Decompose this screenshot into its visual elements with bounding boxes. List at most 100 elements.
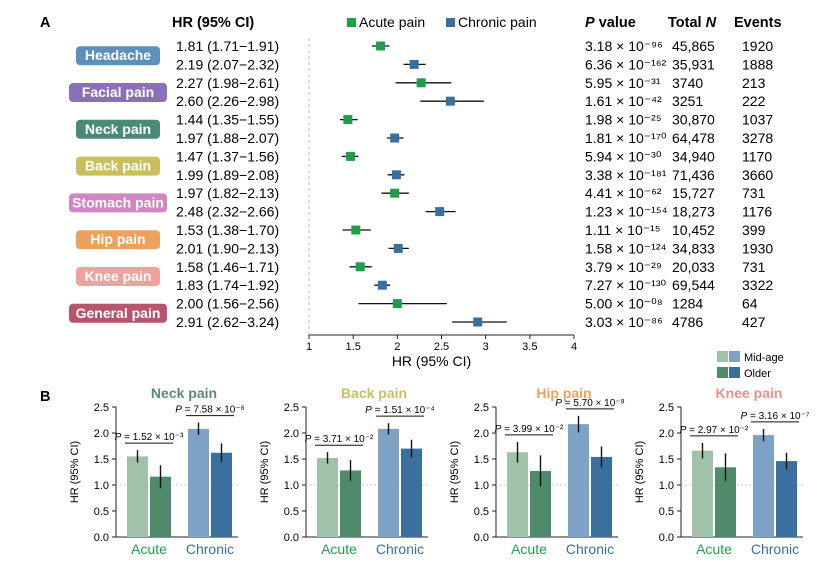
hr-marker [416, 78, 426, 88]
events: 3278 [742, 130, 773, 146]
group-pill [69, 303, 167, 323]
hr-marker [390, 188, 400, 198]
y-tick-label: 2.5 [474, 402, 489, 414]
panel-label-b: B [40, 389, 50, 405]
hr-marker [376, 41, 386, 51]
group-label: General pain [76, 305, 161, 321]
events: 3660 [742, 167, 773, 183]
p-value: 7.27 × 10⁻¹³⁰ [585, 277, 666, 293]
y-tick-label: 2.5 [659, 402, 674, 414]
chart-title: Back pain [341, 385, 407, 401]
hr-marker [393, 243, 403, 253]
y-tick-label: 2.0 [284, 428, 299, 440]
p-italic: P [555, 398, 562, 409]
events: 1930 [742, 240, 773, 256]
hr-marker [409, 59, 419, 69]
y-axis-label: HR (95% CI) [259, 441, 271, 503]
bar [753, 435, 774, 537]
hr-text: 2.91 (2.62−3.24) [176, 314, 279, 330]
legend-swatch-acute-mid [717, 351, 728, 362]
hr-marker [343, 115, 353, 125]
y-tick-label: 1.5 [94, 454, 109, 466]
hr-marker [390, 133, 400, 143]
group-label: Knee pain [85, 268, 152, 284]
group-label: Back pain [85, 158, 151, 174]
chart-title: Knee pain [716, 385, 783, 401]
legend-marker-chronic [446, 18, 455, 27]
p-value: 1.61 × 10⁻⁴² [585, 93, 662, 109]
total-n: 30,870 [672, 112, 715, 128]
group-label: Facial pain [82, 84, 154, 100]
col-header-hr: HR (95% CI) [172, 15, 254, 31]
y-tick-label: 2.0 [474, 428, 489, 440]
events: 1037 [742, 112, 773, 128]
p-value: 3.03 × 10⁻⁸⁶ [585, 314, 663, 330]
x-tick-label: 4 [571, 341, 577, 353]
p-annotation: P = 3.99 × 10⁻² [495, 424, 564, 435]
hr-text: 2.19 (2.07−2.32) [176, 56, 279, 72]
p-annotation: P = 1.52 × 10⁻³ [115, 432, 184, 443]
hr-text: 1.53 (1.38−1.70) [176, 222, 279, 238]
y-tick-label: 0.5 [474, 506, 489, 518]
y-tick-label: 0.0 [284, 532, 299, 544]
p-italic: P [365, 405, 372, 416]
total-n: 10,452 [672, 222, 715, 238]
hr-marker [346, 151, 356, 161]
total-n: 4786 [672, 314, 703, 330]
bar [692, 450, 713, 537]
y-tick-label: 1.5 [659, 454, 674, 466]
events: 1920 [742, 38, 773, 54]
y-tick-label: 2.5 [94, 402, 109, 414]
x-tick-label: 3.5 [522, 341, 537, 353]
bar [591, 456, 612, 537]
x-tick-label: 2.5 [434, 341, 449, 353]
hr-marker [473, 317, 483, 327]
p-italic: P [115, 432, 122, 443]
y-tick-label: 1.0 [284, 480, 299, 492]
events: 399 [742, 222, 766, 238]
p-value: 3.38 × 10⁻¹⁸¹ [585, 167, 667, 183]
hr-marker [445, 96, 455, 106]
y-tick-label: 2.5 [284, 402, 299, 414]
hr-text: 1.99 (1.89−2.08) [176, 167, 279, 183]
bar [530, 470, 551, 537]
events: 213 [742, 75, 766, 91]
category-label: Chronic [186, 541, 234, 557]
col-header-p: P value [585, 15, 636, 31]
bar [378, 428, 399, 537]
hr-text: 2.48 (2.32−2.66) [176, 204, 279, 220]
p-annotation: P = 3.16 × 10⁻⁷ [741, 411, 810, 422]
bar [715, 467, 736, 537]
y-tick-label: 0.5 [284, 506, 299, 518]
p-value: 1.58 × 10⁻¹²⁴ [585, 240, 667, 256]
hr-text: 1.58 (1.46−1.71) [176, 259, 279, 275]
total-word: Total [668, 15, 706, 31]
total-n: 69,544 [672, 277, 715, 293]
p-value: 4.41 × 10⁻⁶² [585, 185, 662, 201]
hr-text: 1.83 (1.74−1.92) [176, 277, 279, 293]
panel-a: A HR (95% CI) Acute pain Chronic pain P valu… [40, 14, 782, 369]
category-label: Chronic [751, 541, 799, 557]
legend-label-older: Older [744, 368, 771, 380]
p-italic: P [741, 411, 748, 422]
p-rest: = 5.70 × 10⁻⁸ [562, 398, 625, 409]
total-n: 34,940 [672, 148, 715, 164]
y-tick-label: 2.0 [94, 428, 109, 440]
panel-label-a: A [40, 15, 51, 31]
legend-swatch-acute-old [717, 367, 728, 378]
y-tick-label: 1.0 [474, 480, 489, 492]
p-rest: = 7.58 × 10⁻⁶ [182, 405, 245, 416]
p-value: 5.94 × 10⁻³⁰ [585, 148, 662, 164]
total-n: 34,833 [672, 240, 715, 256]
p-italic: P [585, 15, 595, 31]
category-label: Chronic [376, 541, 424, 557]
hr-text: 2.60 (2.26−2.98) [176, 93, 279, 109]
events: 731 [742, 185, 766, 201]
hr-marker [351, 225, 361, 235]
group-pill [76, 230, 160, 250]
p-italic: P [680, 425, 687, 436]
total-n: 71,436 [672, 167, 715, 183]
y-tick-label: 1.0 [94, 480, 109, 492]
bar [340, 470, 361, 537]
p-value: 5.00 × 10⁻⁰⁸ [585, 296, 663, 312]
